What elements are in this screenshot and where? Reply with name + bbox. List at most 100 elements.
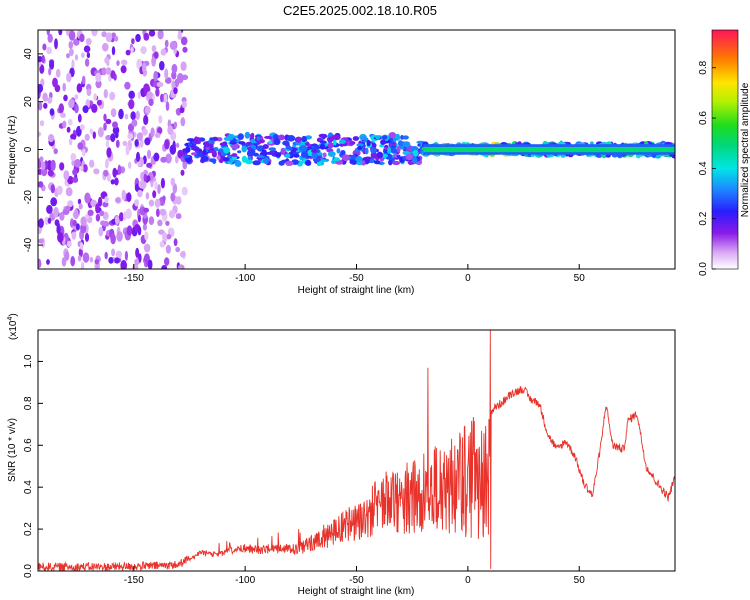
spectrogram-cell <box>278 134 285 141</box>
spectrogram-cell <box>412 157 418 165</box>
spectrogram-cell <box>72 219 77 227</box>
spectrogram-cell <box>66 126 71 133</box>
spectrogram-cell <box>164 257 170 266</box>
x-tick-label: -50 <box>349 575 364 586</box>
spectrogram-cell <box>115 197 121 203</box>
spectrogram-cell <box>50 197 58 207</box>
spectrogram-cell <box>103 169 109 177</box>
spectrogram-cell <box>74 103 79 114</box>
spectrogram-cell <box>95 213 101 222</box>
spectrogram-cell <box>293 153 300 158</box>
spectrogram-cell <box>80 165 84 172</box>
spectrogram-cell <box>144 137 151 146</box>
spectrogram-cell <box>390 147 398 154</box>
spectrogram-cell <box>135 247 140 258</box>
spectrogram-cell <box>102 42 109 52</box>
spectrogram-cell <box>144 106 151 115</box>
svg-text:(x104): (x104) <box>7 313 19 340</box>
spectrogram-cell <box>49 60 54 70</box>
spectrogram-cell <box>170 177 176 186</box>
spectrogram-cell <box>169 41 177 50</box>
spectrogram-cell <box>249 133 254 138</box>
spectrogram-cell <box>349 154 357 162</box>
spectrogram-cell <box>333 157 340 162</box>
spectrogram-cell <box>53 148 58 155</box>
spectrogram-cell <box>127 133 134 140</box>
spectrogram-cell <box>54 38 58 50</box>
spectrogram-cell <box>391 145 397 148</box>
spectrogram-cell <box>160 93 164 103</box>
spectrogram-cell <box>154 132 161 138</box>
spectrogram-cell <box>104 56 110 64</box>
spectrogram-cell <box>79 33 85 43</box>
spectrogram-cell <box>366 139 371 147</box>
snr-panel: -150 -100 -50 0 50 0.0 0.2 0.4 0.6 0.8 1.0 Height… <box>7 313 676 597</box>
spectrogram-cell <box>91 30 98 37</box>
spectrogram-y-ticks: -40 -20 0 20 40 <box>23 48 43 252</box>
colorbar: 0.0 0.2 0.4 0.6 0.8 Normalized spectral ampl… <box>698 29 750 276</box>
spectrogram-cell <box>157 219 163 227</box>
x-tick-label: 50 <box>574 575 586 586</box>
spectrogram-cell <box>356 143 364 147</box>
spectrogram-cell <box>263 157 269 165</box>
spectrogram-cell <box>56 185 63 195</box>
spectrogram-cell <box>65 187 73 197</box>
spectrogram-cell <box>39 156 44 162</box>
spectrogram-cell <box>180 61 187 71</box>
spectrogram-cell <box>54 219 60 227</box>
spectrogram-cell <box>338 139 346 144</box>
spectrogram-cell <box>241 145 247 153</box>
spectrogram-cell <box>38 181 44 188</box>
spectrogram-cell <box>382 154 388 158</box>
spectrogram-cell <box>175 142 180 148</box>
spectrogram-cell <box>46 204 53 214</box>
spectrogram-cell <box>171 71 177 80</box>
spectrogram-cell <box>360 136 367 140</box>
spectrogram-cell <box>180 251 186 258</box>
x-tick-label: -150 <box>124 273 144 284</box>
spectrogram-cell <box>66 240 72 248</box>
snr-y-multiplier-base: (x10 <box>8 320 19 340</box>
spectrogram-cell <box>268 140 273 144</box>
spectrogram-cell <box>156 208 160 217</box>
spectrogram-cell <box>89 159 95 168</box>
spectrogram-cell <box>80 216 87 227</box>
spectrogram-cell <box>62 82 66 92</box>
spectrogram-cell <box>114 257 120 264</box>
spectrogram-image <box>38 30 675 269</box>
spectrogram-cell <box>177 30 182 40</box>
spectrogram-cell <box>38 168 42 175</box>
y-tick-label: 0.0 <box>23 564 34 578</box>
snr-x-ticks: -150 -100 -50 0 50 <box>124 566 585 586</box>
spectrogram-cell <box>134 199 140 207</box>
spectrogram-cell <box>305 135 312 140</box>
spectrogram-cell <box>140 179 147 190</box>
spectrogram-cell <box>191 146 200 152</box>
spectrogram-cell <box>244 131 251 139</box>
spectrogram-cell <box>89 128 94 135</box>
snr-y-label: SNR (10 * v/v) <box>7 418 18 482</box>
spectrogram-cell <box>181 186 188 196</box>
spectrogram-cell <box>143 169 149 176</box>
spectrogram-cell <box>68 137 73 146</box>
spectrogram-cell <box>142 223 147 231</box>
spectrogram-cell <box>291 147 298 151</box>
spectrogram-cell <box>110 179 115 185</box>
spectrogram-cell <box>92 131 97 139</box>
spectrogram-cell <box>79 242 84 250</box>
spectrogram-cell <box>84 133 90 141</box>
spectrogram-cell <box>148 98 154 106</box>
spectrogram-cell <box>186 138 195 142</box>
spectrogram-cell <box>117 164 122 175</box>
snr-y-ticks: 0.0 0.2 0.4 0.6 0.8 1.0 <box>23 354 43 578</box>
spectrogram-cell <box>171 63 178 74</box>
spectrogram-cell <box>185 146 191 153</box>
spectrogram-cell <box>238 141 246 145</box>
spectrogram-cell <box>200 155 209 162</box>
spectrogram-cell <box>84 232 90 242</box>
spectrogram-cell <box>158 33 164 39</box>
spectrogram-cell <box>73 208 79 220</box>
spectrogram-cell <box>128 99 135 110</box>
spectrogram-cell <box>114 35 119 42</box>
spectrogram-cell <box>148 216 155 226</box>
